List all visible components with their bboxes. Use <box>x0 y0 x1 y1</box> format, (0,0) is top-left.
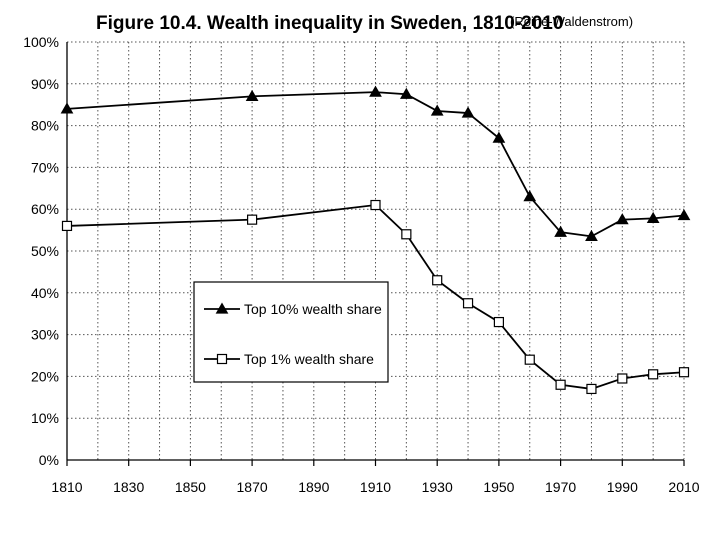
y-tick-label: 50% <box>31 243 59 259</box>
data-point <box>245 89 259 101</box>
x-tick-label: 1990 <box>607 479 638 495</box>
data-point <box>493 316 504 328</box>
y-tick-label: 90% <box>31 76 59 92</box>
data-point <box>461 106 475 118</box>
axes: 0% 10% 20% 30% 40% 50% 60% 70% 80% 90% 100% 1810 183… <box>23 34 700 495</box>
y-tick-label: 60% <box>31 201 59 217</box>
data-point <box>677 208 691 221</box>
data-point <box>646 211 660 224</box>
y-tick-label: 20% <box>31 368 59 384</box>
data-point <box>247 214 258 225</box>
data-point <box>370 199 381 211</box>
x-tick-label: 1910 <box>360 479 391 495</box>
data-point <box>430 104 444 116</box>
series-top-10 <box>60 85 691 241</box>
x-tick-label: 1950 <box>483 479 514 495</box>
y-tick-label: 30% <box>31 327 59 343</box>
legend-box <box>193 281 389 383</box>
data-point <box>555 379 566 390</box>
data-point <box>399 87 413 99</box>
legend-label: Top 1% wealth share <box>244 351 374 367</box>
x-tick-label: 1870 <box>237 479 268 495</box>
x-tick-label: 1890 <box>298 479 329 495</box>
data-point <box>61 220 73 232</box>
data-point <box>615 213 629 225</box>
chart-subtitle: (Roine-Waldenstrom) <box>510 14 633 29</box>
legend-marker <box>215 302 229 314</box>
y-tick-label: 40% <box>31 285 59 301</box>
series-top-1 <box>61 199 690 395</box>
y-tick-label: 70% <box>31 159 59 175</box>
data-point <box>369 85 382 97</box>
x-tick-label: 1850 <box>175 479 206 495</box>
grid <box>67 41 685 461</box>
y-tick-label: 80% <box>31 118 59 134</box>
legend-item: Top 10% wealth share <box>204 301 382 317</box>
data-point <box>648 369 659 380</box>
chart-title: Figure 10.4. Wealth inequality in Sweden… <box>96 13 563 34</box>
x-tick-label: 1930 <box>422 479 453 495</box>
x-tick-label: 1810 <box>51 479 82 495</box>
data-point <box>585 229 598 241</box>
data-point <box>492 131 506 143</box>
data-point <box>678 367 690 378</box>
data-point <box>60 102 74 114</box>
x-tick-label: 2010 <box>668 479 699 495</box>
legend-label: Top 10% wealth share <box>244 301 382 317</box>
data-point <box>586 383 597 395</box>
data-point <box>617 373 628 384</box>
data-point <box>462 298 474 309</box>
x-tick-label: 1830 <box>113 479 144 495</box>
y-tick-label: 10% <box>31 410 59 426</box>
data-point <box>523 190 537 202</box>
data-point <box>524 354 535 365</box>
data-point <box>401 229 412 240</box>
data-point <box>554 225 567 237</box>
legend-item: Top 1% wealth share <box>204 351 374 367</box>
data-point <box>432 275 443 286</box>
y-tick-label: 0% <box>39 452 59 468</box>
y-tick-label: 100% <box>23 34 59 50</box>
x-tick-label: 1970 <box>545 479 576 495</box>
legend: Top 10% wealth share Top 1% wealth share <box>193 281 389 383</box>
legend-marker <box>216 353 228 365</box>
series <box>60 85 691 395</box>
